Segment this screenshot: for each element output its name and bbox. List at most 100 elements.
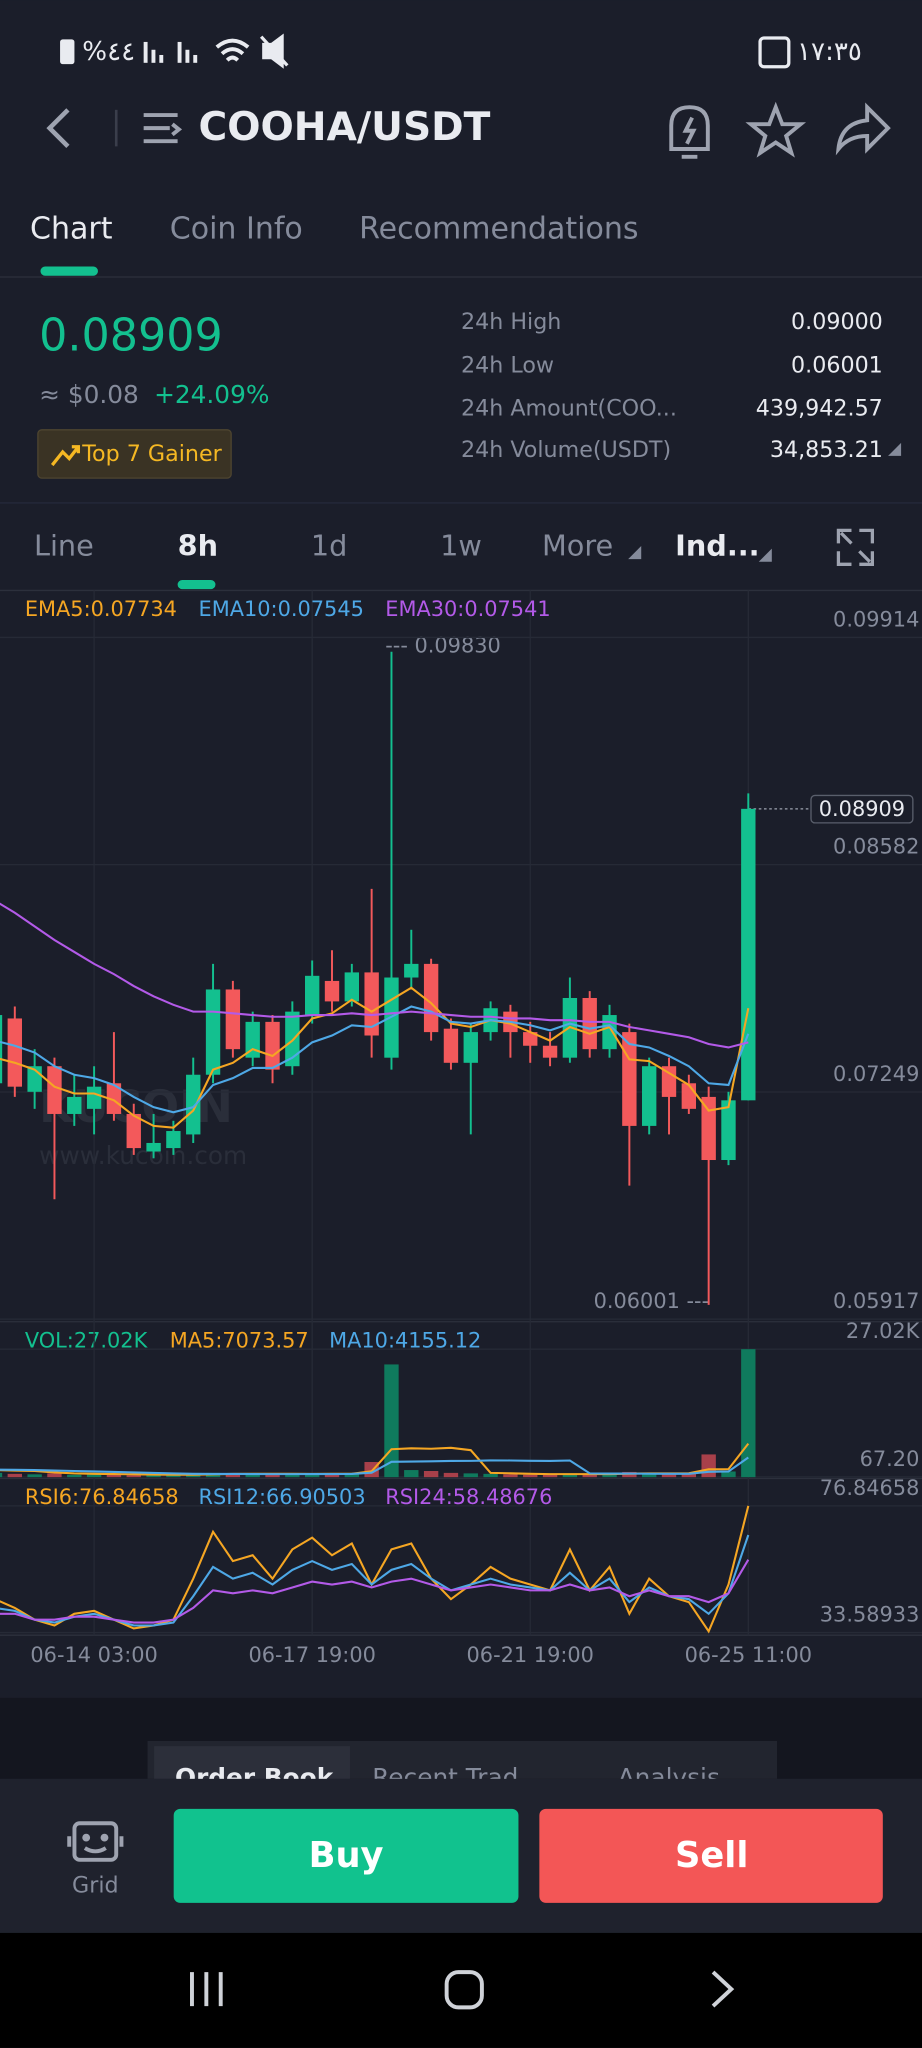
candle-body [404,963,419,978]
y-tick-label: 0.05917 [833,1289,919,1313]
volume-bar [47,1473,62,1478]
share-button[interactable] [835,102,891,156]
interval-indicator [177,579,216,590]
candle-body [186,1074,201,1135]
volume-bar [483,1473,498,1478]
legend-entry: MA10:4155.12 [329,1328,481,1352]
interval-more[interactable]: More [542,528,613,562]
interval-8h[interactable]: 8h [178,528,218,562]
fullscreen-button[interactable] [836,528,875,566]
legend-entry: RSI12:66.90503 [199,1485,366,1509]
volume-bar [106,1473,122,1478]
sell-button[interactable] [539,1808,883,1903]
low-annotation: 0.06001 --- [594,1289,710,1313]
volume-bar [126,1475,141,1478]
volume-bar [166,1475,181,1478]
alert-button[interactable] [669,105,710,159]
x-tick-label: 06-17 19:00 [248,1643,375,1667]
candle-body [542,1045,558,1058]
candle-body [602,1015,617,1050]
dropdown-icon [758,548,772,562]
nav-home[interactable] [444,1970,484,2010]
volume-bar [582,1473,597,1478]
candle-body [126,1113,141,1149]
buy-button[interactable] [173,1808,519,1903]
legend-entry: RSI24:58.48676 [385,1485,552,1509]
badge [37,429,232,479]
legend-entry: MA5:7073.57 [170,1328,309,1352]
candle-body [245,1021,260,1058]
candle-body [642,1066,657,1126]
volume-bar [344,1472,360,1478]
battery-icon [60,39,75,65]
candle-body [324,980,340,1002]
tab-coin-info[interactable]: Coin Info [170,211,303,246]
stat-value: 34,853.21 [770,437,883,463]
volume-legend: VOL:27.02K [25,1328,149,1352]
volume-bar [27,1474,42,1478]
mute-icon [259,33,289,69]
volume-bar [602,1474,617,1478]
signal-icons [143,41,198,63]
volume-bar [741,1349,756,1478]
stat-value: 439,942.57 [756,395,883,421]
volume-bar [443,1472,459,1478]
nav-back[interactable] [711,1970,735,2008]
volume-bar [701,1454,716,1478]
tab-chart[interactable]: Chart [30,211,113,246]
grid-label[interactable]: Grid [72,1872,119,1898]
y-tick-label: 0.09914 [833,607,919,631]
favorite-button[interactable] [745,101,807,158]
volume-bar [324,1474,340,1478]
indicator-line [0,1005,750,1114]
grid-icon[interactable] [67,1821,124,1862]
stat-label: 24h Amount(COO... [461,395,677,421]
candle-body [364,972,379,1036]
menu-button[interactable] [143,113,183,144]
interval-1d[interactable]: 1d [311,528,348,562]
sell-label[interactable]: Sell [675,1835,748,1876]
interval-line[interactable]: Line [34,528,94,562]
indicators[interactable]: Ind... [675,528,759,562]
candle-body [265,1021,280,1070]
volume-bar [523,1474,538,1478]
y-tick-label: 0.07249 [833,1062,919,1086]
nav-bar [0,1932,922,2048]
volume-bar [285,1473,300,1478]
badge-text: Top 7 Gainer [81,441,222,467]
volume-bar [423,1471,439,1478]
stats: 24h High 0.09000 24h Low 0.06001 24h Amo… [461,309,883,463]
candle-body [47,1066,62,1114]
nav-recent[interactable] [190,1972,223,2007]
battery-text: %٤٤ [82,37,135,67]
volume-bar [661,1473,677,1478]
candle-body [622,1032,637,1126]
back-button[interactable] [46,108,70,149]
y-tick-label: 67.20 [860,1447,920,1471]
last-price-label: 0.08909 [819,797,905,821]
candle-body [304,975,320,1016]
stat-label: 24h High [461,309,561,335]
wifi-icon [215,38,250,62]
indicator-line [0,902,749,1049]
candle-body [205,989,221,1075]
volume-bar [681,1472,697,1478]
candle-body [741,808,756,1101]
candle-body [7,1018,22,1087]
legend-entry: EMA10:0.07545 [199,597,364,621]
stat-label: 24h Low [461,352,554,378]
clock: ١٧:٣٥ [797,37,862,67]
legend-entry: EMA5:0.07734 [25,597,177,621]
interval-1w[interactable]: 1w [440,528,482,562]
candle-body [106,1083,122,1114]
volume-bar [0,1472,3,1478]
tab-recommendations[interactable]: Recommendations [359,211,638,246]
expand-icon[interactable] [888,442,902,456]
volume-bar [225,1473,241,1478]
buy-label[interactable]: Buy [309,1835,384,1876]
volume-bar [245,1473,260,1478]
fiat-price: ≈ $0.08 [39,380,139,409]
legend-entry: EMA30:0.07541 [385,597,550,621]
candle-body [523,1032,538,1046]
volume-bar [67,1474,82,1478]
